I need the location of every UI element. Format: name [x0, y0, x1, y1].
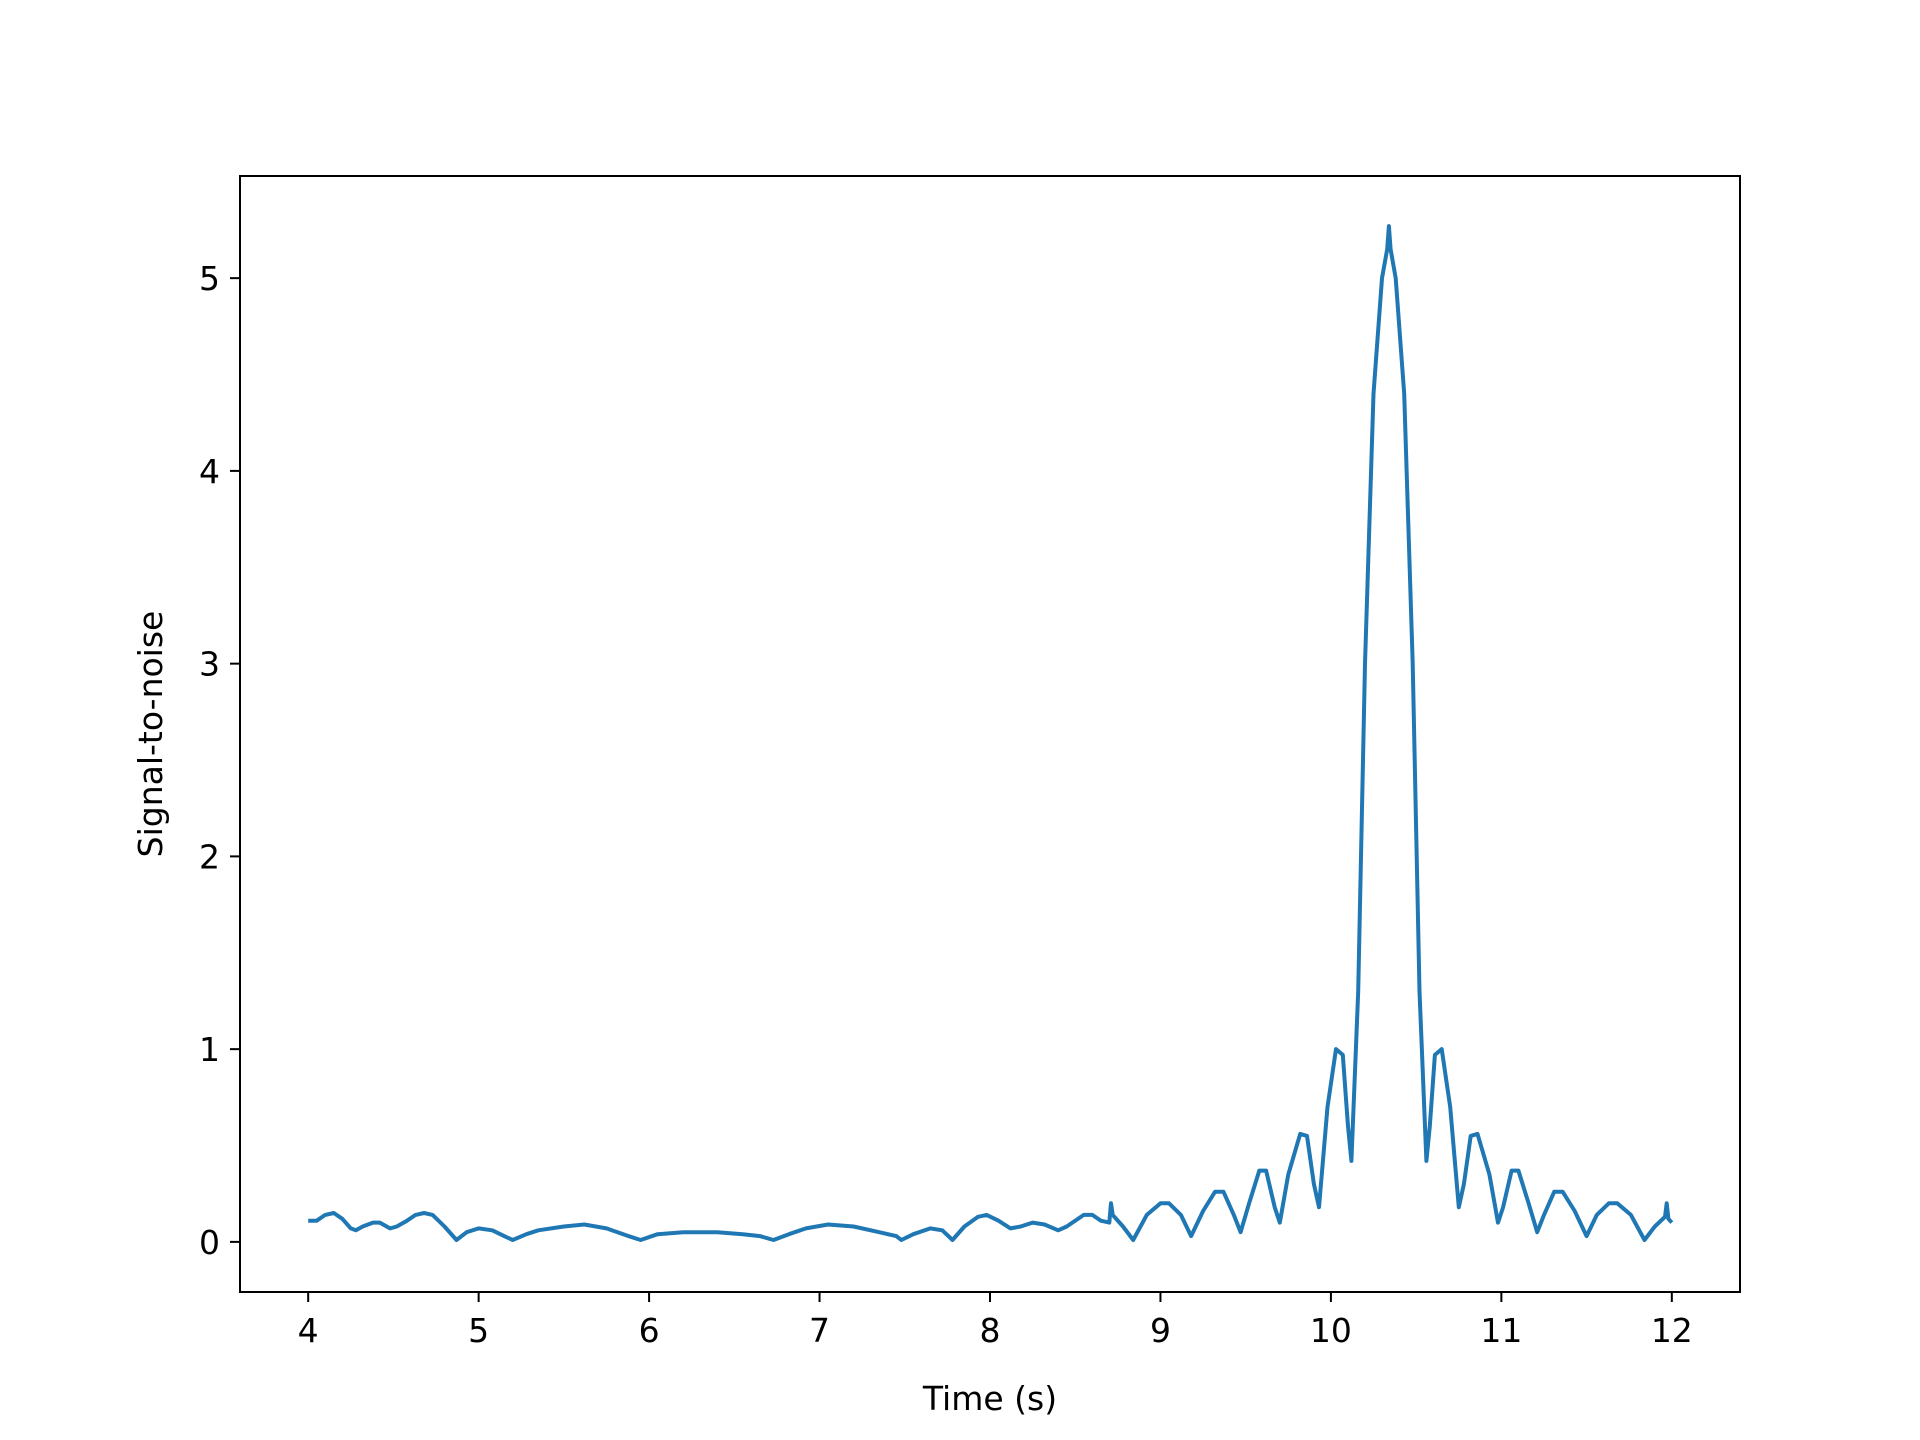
series-line-0 — [308, 224, 1674, 1242]
y-tick-label: 0 — [199, 1223, 220, 1262]
y-tick-label: 3 — [199, 645, 220, 684]
y-axis: 0 1 2 3 4 5 — [199, 259, 240, 1262]
x-axis-label: Time (s) — [922, 1379, 1057, 1418]
y-tick-label: 1 — [199, 1030, 220, 1069]
y-tick-label: 2 — [199, 837, 220, 876]
x-tick-label: 11 — [1480, 1311, 1522, 1350]
y-tick-label: 4 — [199, 452, 220, 491]
x-tick-label: 9 — [1150, 1311, 1171, 1350]
x-tick-label: 6 — [639, 1311, 660, 1350]
x-axis: 4 5 6 7 8 9 10 11 12 — [298, 1292, 1693, 1350]
x-tick-label: 12 — [1651, 1311, 1693, 1350]
plot-area — [308, 224, 1674, 1242]
x-tick-label: 8 — [980, 1311, 1001, 1350]
y-tick-label: 5 — [199, 259, 220, 298]
x-tick-label: 5 — [468, 1311, 489, 1350]
x-tick-label: 7 — [809, 1311, 830, 1350]
y-axis-label: Signal-to-noise — [131, 611, 170, 858]
x-tick-label: 4 — [298, 1311, 319, 1350]
x-tick-label: 10 — [1310, 1311, 1352, 1350]
